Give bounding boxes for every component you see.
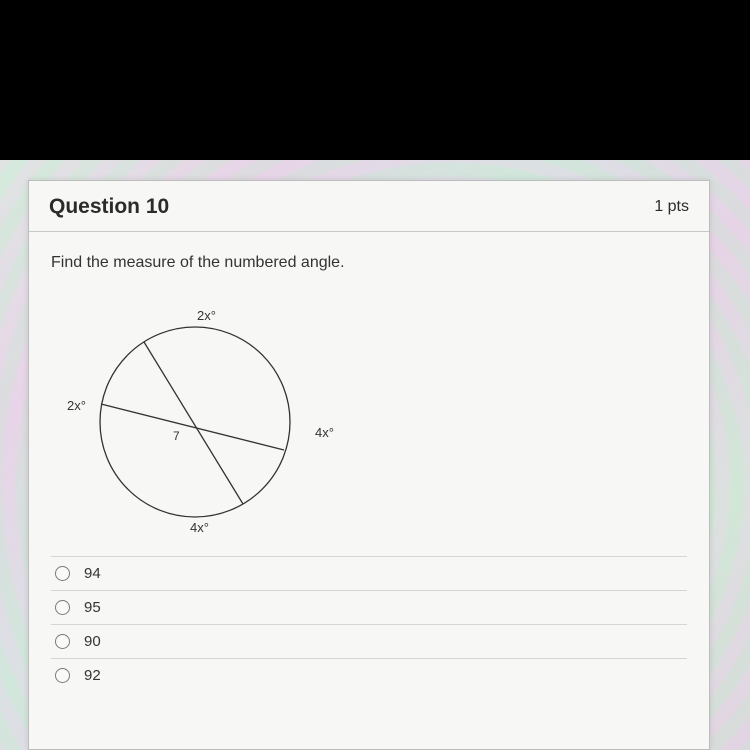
- arc-label-2: 4x°: [315, 425, 334, 440]
- question-card: Question 10 1 pts Find the measure of th…: [28, 180, 710, 750]
- arc-label-0: 2x°: [197, 308, 216, 323]
- answer-option[interactable]: 90: [51, 624, 687, 658]
- arc-label-3: 4x°: [190, 520, 209, 535]
- answer-label: 95: [84, 599, 101, 616]
- answer-label: 92: [84, 667, 101, 684]
- answer-option[interactable]: 95: [51, 590, 687, 624]
- answer-option[interactable]: 92: [51, 658, 687, 692]
- angle-number-label: 7: [173, 429, 180, 443]
- geometry-figure: 7 2x° 2x° 4x° 4x°: [45, 282, 345, 542]
- question-prompt: Find the measure of the numbered angle.: [51, 254, 687, 272]
- answer-label: 94: [84, 565, 101, 582]
- answer-label: 90: [84, 633, 101, 650]
- question-title: Question 10: [49, 195, 169, 219]
- radio-icon: [55, 634, 70, 649]
- figure-circle: [100, 327, 290, 517]
- radio-icon: [55, 566, 70, 581]
- question-header: Question 10 1 pts: [29, 181, 709, 232]
- answer-list: 94 95 90 92: [51, 556, 687, 692]
- answer-option[interactable]: 94: [51, 556, 687, 590]
- arc-label-1: 2x°: [67, 398, 86, 413]
- question-points: 1 pts: [654, 198, 689, 216]
- chord-1: [101, 404, 284, 450]
- screenshot-frame: Question 10 1 pts Find the measure of th…: [0, 160, 750, 750]
- radio-icon: [55, 668, 70, 683]
- question-body: Find the measure of the numbered angle. …: [29, 232, 709, 692]
- chord-2: [144, 342, 243, 504]
- radio-icon: [55, 600, 70, 615]
- figure-svg: 7 2x° 2x° 4x° 4x°: [45, 282, 345, 542]
